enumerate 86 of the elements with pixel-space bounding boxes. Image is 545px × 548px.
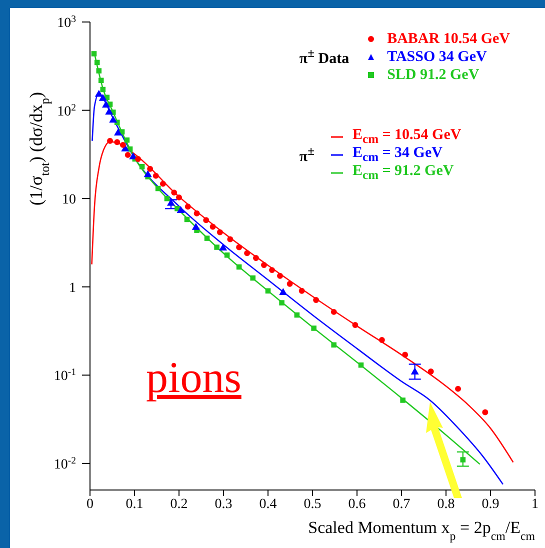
annotation: π$^{±}$	[299, 144, 314, 166]
x-tick-label: 0.6	[348, 496, 366, 512]
x-tick-label: 0.2	[170, 496, 188, 512]
point	[330, 308, 337, 315]
point	[194, 210, 200, 216]
point	[378, 337, 385, 343]
x-tick-label: 0.7	[392, 496, 410, 512]
point	[214, 244, 220, 250]
x-tick-label: 0.8	[437, 496, 455, 512]
point	[428, 368, 434, 374]
point	[102, 100, 110, 108]
point	[184, 204, 191, 210]
point	[144, 170, 152, 178]
x-tick-label: 0.3	[214, 496, 232, 512]
x-tick-label: 1	[532, 496, 538, 512]
point	[114, 128, 122, 136]
point	[147, 166, 154, 172]
point	[400, 398, 406, 403]
point	[219, 244, 228, 251]
point	[455, 386, 461, 392]
annotation: pions	[146, 352, 242, 403]
x-tick-label: 0.5	[304, 496, 322, 512]
point	[227, 236, 234, 242]
point	[94, 90, 103, 97]
point	[410, 368, 419, 375]
y-tick-label: 10	[62, 192, 76, 208]
annotation: π$^{±}$ Data	[299, 46, 350, 68]
legend-label: TASSO 34 GeV	[387, 48, 487, 66]
legend-label: E$_{cm}$ = 34 GeV	[352, 145, 442, 164]
point	[135, 156, 142, 162]
legend-label: BABAR 10.54 GeV	[387, 30, 510, 48]
legend-label: E$_{cm}$ = 10.54 GeV	[352, 127, 462, 146]
point	[176, 194, 182, 200]
y-tick-label: 1	[69, 280, 76, 296]
point	[279, 300, 284, 306]
point	[216, 229, 223, 236]
point	[261, 262, 267, 268]
point	[171, 190, 178, 196]
point	[91, 51, 97, 56]
x-tick-label: 0.1	[126, 496, 144, 512]
point	[96, 68, 102, 74]
point	[105, 108, 114, 115]
point	[277, 272, 283, 279]
point	[298, 288, 305, 294]
legend-label: E$_{cm}$ = 91.2 GeV	[352, 163, 454, 183]
point	[166, 198, 176, 206]
point	[402, 352, 408, 358]
point	[94, 60, 100, 66]
point	[203, 217, 210, 224]
point	[460, 457, 466, 462]
point	[313, 297, 320, 303]
point	[120, 142, 126, 148]
point	[265, 288, 271, 294]
y-tick-label: 10$^{3}$	[57, 14, 76, 31]
point	[352, 322, 358, 328]
point	[152, 172, 159, 179]
point	[253, 255, 259, 262]
legend-label: SLD 91.2 GeV	[387, 66, 480, 84]
point	[107, 138, 114, 144]
x-tick-label: 0.9	[482, 496, 500, 512]
point	[279, 288, 288, 295]
y-tick-label: 10$^{-2}$	[54, 454, 76, 472]
point	[176, 206, 185, 213]
point	[244, 250, 250, 256]
point	[98, 78, 104, 84]
y-tick-label: 10$^{-1}$	[54, 366, 76, 384]
point	[139, 164, 145, 170]
point	[192, 222, 200, 230]
point	[331, 342, 337, 348]
x-axis-title: Scaled Momentum x$_{p}$ = 2p$_{cm}$/E$_{cm}$	[308, 518, 536, 543]
x-tick-label: 0.4	[259, 496, 277, 512]
x-tick-label: 0	[86, 496, 94, 512]
point	[250, 275, 256, 281]
point	[124, 152, 131, 158]
point	[269, 267, 275, 274]
point	[311, 326, 316, 331]
point	[210, 224, 216, 230]
point	[114, 139, 120, 146]
point	[160, 180, 166, 187]
point	[286, 280, 293, 287]
y-tick-label: 10$^{2}$	[57, 102, 76, 120]
point	[236, 244, 242, 250]
point	[109, 116, 118, 123]
point	[482, 409, 488, 416]
point	[204, 236, 210, 241]
point	[98, 94, 107, 101]
